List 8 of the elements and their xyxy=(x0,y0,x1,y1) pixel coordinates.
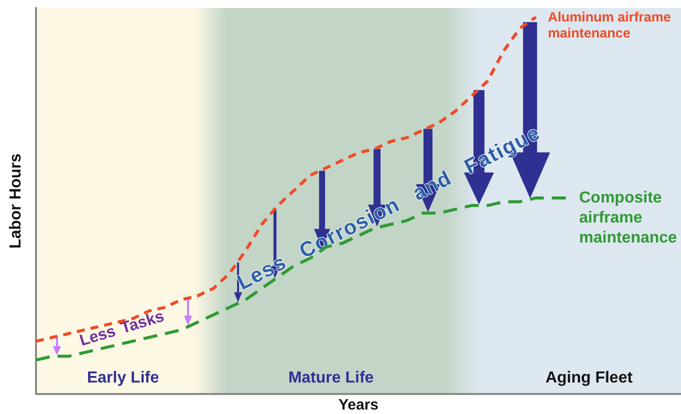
annotation: Less Tasks xyxy=(78,308,166,350)
series-label: Aluminum airframe maintenance xyxy=(548,10,675,41)
annotation: Aging Fleet xyxy=(545,370,634,386)
y-axis-title: Labor Hours xyxy=(8,153,24,249)
x-axis-title: Years xyxy=(338,396,379,414)
series-label: Composite airframe maintenance xyxy=(579,189,678,246)
annotation: Early Life xyxy=(86,370,160,386)
annotation: Mature Life xyxy=(288,370,374,386)
